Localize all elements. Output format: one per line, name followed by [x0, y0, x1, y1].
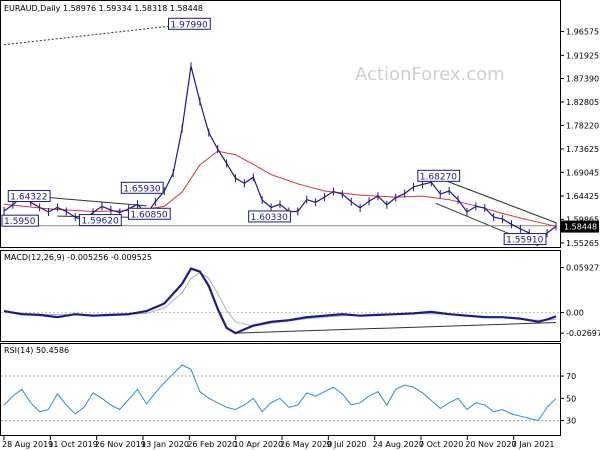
- price-layer: 1.97990 1.64322 1.65930 1.60850 1.59620 1.603…: [1, 17, 557, 247]
- price-label-box: [417, 169, 461, 182]
- price-label-box: [7, 190, 51, 203]
- price-y-tick-label: 1.73625: [566, 145, 599, 154]
- trendline-long-trend: [3, 23, 188, 46]
- x-tick-label: 26 Nov 2019: [95, 440, 146, 449]
- price-label: 1.97990: [171, 20, 208, 30]
- macd-y-tick-label: 0.059272: [566, 264, 600, 273]
- price-label: 1.65930: [123, 184, 160, 194]
- x-tick-label: 7 Oct 2020: [419, 440, 463, 449]
- price-line: [3, 66, 557, 241]
- price-label: 1.59620: [81, 217, 118, 227]
- macd-line: [3, 267, 557, 335]
- x-tick-label: 9 Jul 2020: [326, 440, 366, 449]
- x-tick-label: 28 Aug 2019: [2, 440, 53, 449]
- macd-y-tick-label: -0.026978: [566, 329, 600, 338]
- last-price-label: 1.58448: [564, 223, 597, 232]
- rsi-line: [3, 364, 557, 422]
- price-y-tick-label: 1.96575: [566, 28, 599, 37]
- rsi-y-tick-label: 70: [566, 372, 576, 381]
- macd-layer: [1, 267, 560, 335]
- price-y-tick-label: 1.64425: [566, 192, 599, 201]
- x-tick-label: 24 Aug 2020: [373, 440, 424, 449]
- x-tick-label: 26 May 2020: [280, 440, 332, 449]
- x-tick-label: 20 Nov 2020: [465, 440, 516, 449]
- price-label: 1.60330: [251, 213, 288, 223]
- x-tick-label: 13 Jan 2020: [141, 440, 189, 449]
- x-tick-label: 7 Jan 2021: [512, 440, 555, 449]
- price-label-box: [503, 233, 547, 246]
- price-label: 1.64322: [10, 193, 47, 203]
- price-label-box: [120, 181, 164, 194]
- axis-layer: 1.96575 1.91925 1.87390 1.82805 1.78220 1.736…: [2, 28, 600, 449]
- price-label: 1.60850: [130, 210, 167, 220]
- rsi-layer: [1, 364, 560, 422]
- price-label-box: [248, 210, 291, 223]
- macd-panel: [0, 250, 561, 342]
- price-label-box: [168, 17, 211, 30]
- price-y-tick-label: 1.59865: [566, 215, 599, 224]
- price-label-box: [127, 207, 171, 220]
- rsi-y-tick-label: 30: [566, 417, 576, 426]
- price-label: 1.5950: [4, 217, 36, 227]
- x-tick-label: 11 Oct 2019: [48, 440, 97, 449]
- macd-header: MACD(12,26,9) -0.005256 -0.009525: [4, 253, 152, 262]
- macd-trendline: [235, 322, 557, 334]
- symbol-header: EURAUD,Daily 1.58976 1.59334 1.58318 1.5…: [4, 4, 203, 13]
- price-y-tick-label: 1.82805: [566, 98, 599, 107]
- rsi-header: RSI(14) 50.4586: [4, 346, 69, 355]
- rsi-y-tick-label: 50: [566, 394, 576, 403]
- price-y-tick-label: 1.91925: [566, 51, 599, 60]
- price-label-box: [78, 214, 122, 227]
- price-label-box: [1, 214, 39, 227]
- price-label: 1.55910: [506, 236, 543, 246]
- watermark: ActionForex.com: [355, 64, 505, 85]
- x-tick-label: 26 Feb 2020: [187, 440, 237, 449]
- price-y-tick-label: 1.69045: [566, 168, 599, 177]
- macd-y-tick-label: 0.00: [566, 309, 584, 318]
- price-y-tick-label: 1.78220: [566, 121, 599, 130]
- price-y-tick-label: 1.87390: [566, 75, 599, 84]
- price-y-tick-label: 1.55265: [566, 239, 599, 248]
- last-price-tag: [561, 220, 599, 233]
- rsi-panel: [0, 343, 561, 436]
- x-tick-label: 10 Apr 2020: [234, 440, 283, 449]
- price-label: 1.68270: [420, 172, 457, 182]
